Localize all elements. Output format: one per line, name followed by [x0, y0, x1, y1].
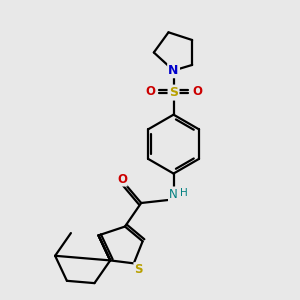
Text: S: S: [134, 263, 142, 276]
Text: O: O: [145, 85, 155, 98]
Text: O: O: [117, 173, 127, 186]
Text: S: S: [169, 86, 178, 99]
Text: H: H: [180, 188, 188, 198]
Text: O: O: [192, 85, 202, 98]
Text: N: N: [169, 188, 178, 201]
Text: N: N: [168, 64, 179, 77]
